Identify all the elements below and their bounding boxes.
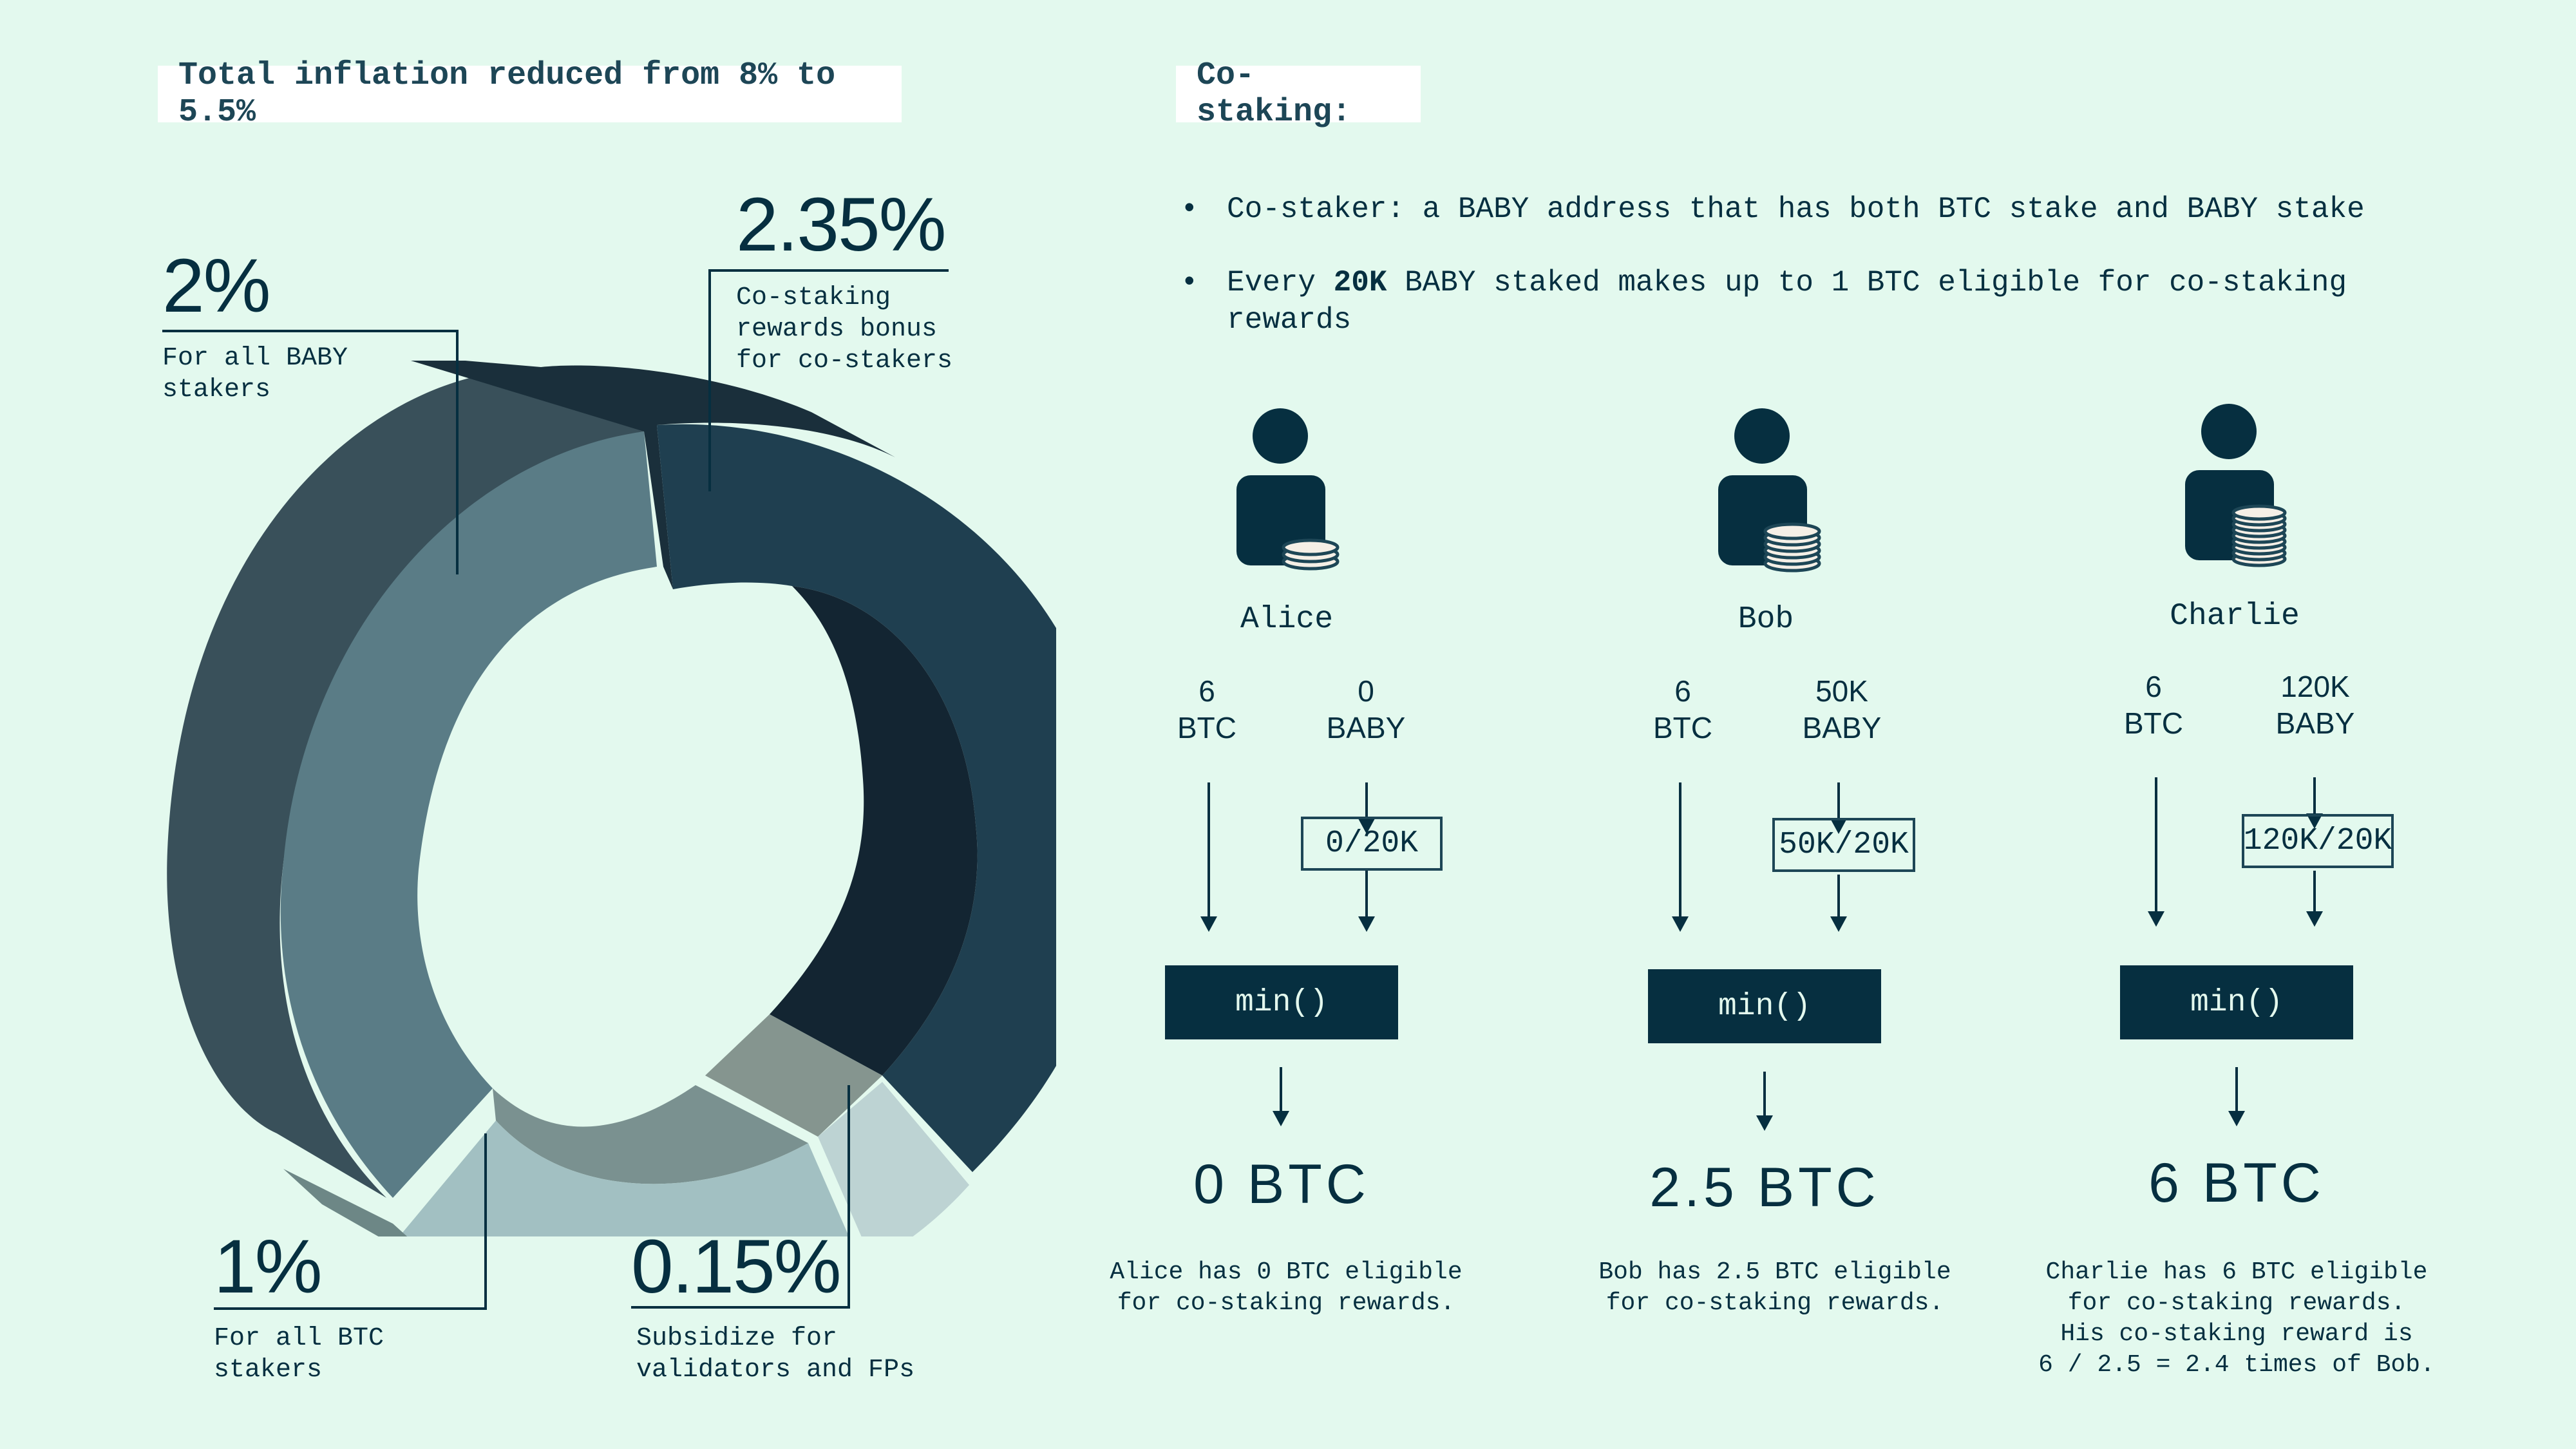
bullet-text: Co-staker: a BABY address that has both …: [1227, 193, 2365, 226]
segment-btc-1pct: [399, 1121, 849, 1236]
segment-fp-0-15pct: [818, 1082, 969, 1236]
alice-baby-amount: 0 BABY: [1326, 674, 1406, 744]
bob-min-function: min(): [1648, 969, 1881, 1043]
segment-fp-inner-wall: [705, 1014, 882, 1137]
charlie-eligible-btc: 6 BTC: [2148, 1152, 2325, 1214]
bob-baby-arrow-top: [1830, 782, 1847, 834]
alice-caption: Alice has 0 BTC eligible for co-staking …: [1110, 1258, 1463, 1317]
bullet-costaker-definition: • Co-staker: a BABY address that has bot…: [1180, 191, 2450, 228]
costaking-bonus-description: Co-staking rewards bonus for co-stakers: [736, 283, 953, 375]
charlie-btc-arrow: [2148, 777, 2164, 927]
alice-btc-arrow: [1200, 782, 1217, 932]
baby-stakers-percentage: 2%: [162, 243, 271, 328]
coin-stack-icon: [1282, 538, 1340, 571]
bullet-eligibility-rule: • Every 20K BABY staked makes up to 1 BT…: [1180, 264, 2418, 339]
inflation-title: Total inflation reduced from 8% to 5.5%: [158, 57, 902, 131]
btc-stakers-description: For all BTC stakers: [214, 1324, 384, 1385]
validators-subsidy-percentage: 0.15%: [631, 1224, 842, 1309]
alice-baby-arrow-top: [1358, 782, 1375, 834]
segment-costaking-inner-wall: [770, 586, 978, 1075]
bullet-dot: •: [1180, 193, 1198, 226]
bullet-text-bold: 20K: [1333, 266, 1387, 299]
segment-btc-shadow: [283, 1169, 408, 1236]
bob-eligible-btc: 2.5 BTC: [1649, 1157, 1880, 1218]
alice-min-function: min(): [1165, 965, 1398, 1039]
charlie-baby-arrow: [2306, 871, 2323, 927]
bob-btc-arrow: [1672, 782, 1689, 932]
charlie-caption: Charlie has 6 BTC eligible for co-stakin…: [2038, 1258, 2435, 1379]
person-name-charlie: Charlie: [2170, 599, 2300, 634]
person-alice-icon: [1236, 408, 1340, 571]
alice-eligible-btc: 0 BTC: [1193, 1153, 1370, 1215]
bob-btc-amount: 6 BTC: [1653, 674, 1712, 744]
inflation-title-text: Total inflation reduced from 8% to 5.5%: [178, 57, 836, 131]
person-name-bob: Bob: [1738, 602, 1794, 637]
costaking-bonus-percentage: 2.35%: [736, 182, 947, 267]
baby-stakers-description: For all BABY stakers: [162, 344, 348, 404]
baby-leader-line-v: [456, 330, 459, 574]
person-bob-icon: [1718, 408, 1821, 573]
segment-costaking-side: [410, 361, 895, 589]
inflation-donut-chart: [167, 361, 1056, 1236]
costaking-title-text: Co-staking:: [1197, 57, 1352, 131]
validators-leader-line-h: [631, 1306, 850, 1309]
btc-leader-line-v: [484, 1133, 487, 1310]
segment-baby-side: [167, 374, 644, 1198]
bob-ratio-box: 50K/20K: [1772, 818, 1915, 872]
costaking-title: Co-staking:: [1176, 57, 1421, 131]
btc-stakers-percentage: 1%: [214, 1224, 323, 1309]
segment-btc-inner-wall: [493, 1085, 808, 1184]
person-charlie-icon: [2185, 404, 2287, 567]
coin-stack-icon: [2231, 504, 2287, 567]
person-name-alice: Alice: [1240, 602, 1334, 637]
charlie-baby-arrow-top: [2306, 777, 2323, 829]
alice-btc-amount: 6 BTC: [1177, 674, 1236, 744]
alice-result-arrow: [1273, 1067, 1289, 1126]
charlie-min-function: min(): [2120, 965, 2353, 1039]
charlie-ratio-box: 120K/20K: [2242, 814, 2394, 868]
bullet-text-post: BABY staked makes up to 1 BTC eligible f…: [1227, 266, 2347, 337]
bob-baby-arrow: [1830, 875, 1847, 932]
charlie-baby-amount: 120K BABY: [2275, 670, 2355, 740]
costaking-leader-line-v: [708, 269, 711, 491]
coin-stack-icon: [1763, 522, 1821, 573]
segment-baby-2pct: [280, 431, 657, 1198]
segment-costaking-2-35pct: [657, 424, 1056, 1172]
bullet-dot: •: [1180, 266, 1198, 299]
alice-baby-arrow: [1358, 871, 1375, 932]
bob-result-arrow: [1756, 1072, 1773, 1131]
validators-subsidy-description: Subsidize for validators and FPs: [636, 1324, 915, 1385]
charlie-result-arrow: [2228, 1067, 2245, 1126]
bob-caption: Bob has 2.5 BTC eligible for co-staking …: [1598, 1258, 1951, 1317]
bullet-text-pre: Every: [1227, 266, 1334, 299]
bob-baby-amount: 50K BABY: [1802, 674, 1882, 744]
validators-leader-line-v: [848, 1085, 850, 1309]
btc-leader-line-h: [214, 1307, 487, 1310]
charlie-btc-amount: 6 BTC: [2124, 670, 2183, 740]
alice-ratio-box: 0/20K: [1301, 817, 1443, 871]
costaking-leader-line-h: [708, 269, 949, 272]
baby-leader-line-h: [162, 330, 459, 332]
